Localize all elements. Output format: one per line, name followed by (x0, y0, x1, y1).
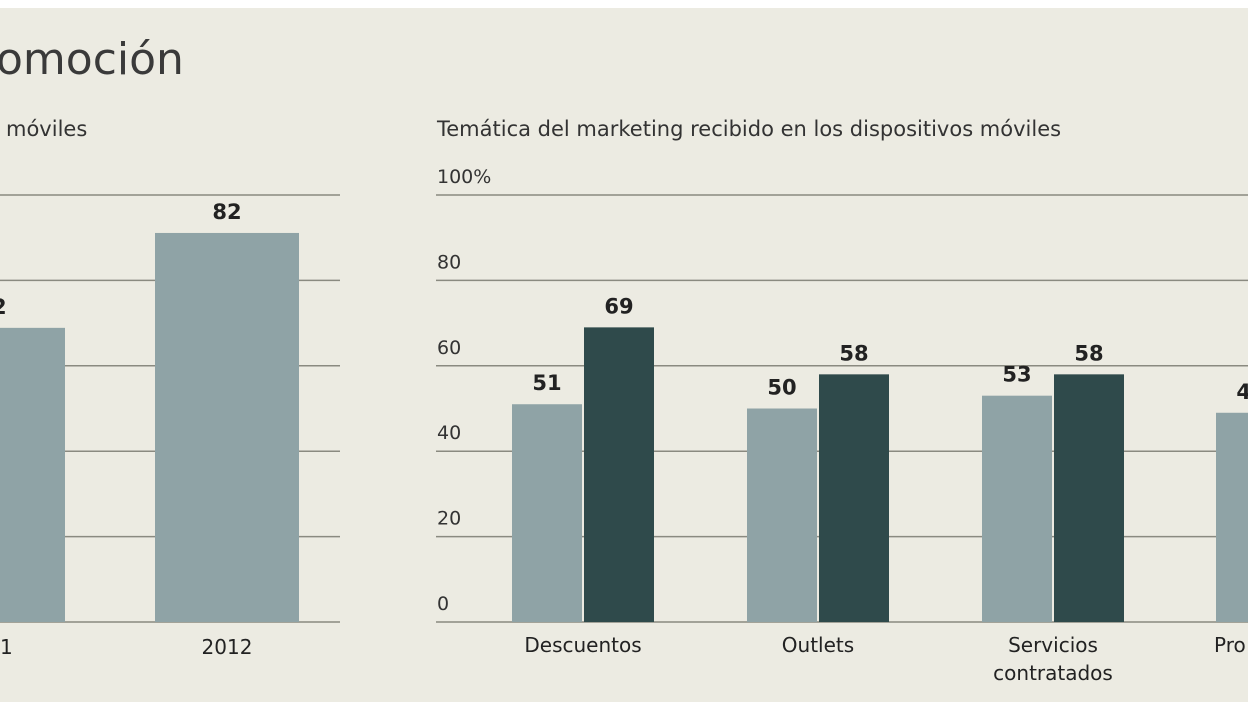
bar-1 (0, 327, 65, 622)
y-tick-label: 40 (437, 422, 461, 444)
bar (584, 327, 654, 622)
category-label: contratados (993, 661, 1113, 685)
top-border (0, 0, 1248, 8)
bar-2012 (155, 232, 299, 622)
y-tick-label: 20 (437, 508, 461, 530)
category-label: 2012 (202, 635, 253, 659)
category-label: Outlets (782, 633, 854, 657)
data-label: 69 (604, 294, 633, 318)
bar (1054, 374, 1124, 622)
y-tick-label: 60 (437, 337, 461, 359)
bar (512, 404, 582, 622)
category-label: Pro (1214, 633, 1246, 657)
y-tick-label: 0 (437, 593, 449, 615)
data-label: 51 (532, 371, 561, 395)
left-chart-subtitle: móviles (6, 117, 87, 141)
data-label: 50 (767, 376, 796, 400)
y-tick-label: 100% (437, 166, 491, 188)
data-label: 58 (839, 341, 868, 365)
category-label: Servicios (1008, 633, 1098, 657)
y-tick-label: 80 (437, 251, 461, 273)
bar (747, 408, 817, 622)
bar (982, 395, 1052, 622)
data-label: 58 (1074, 341, 1103, 365)
data-label: 45 (1236, 380, 1248, 404)
right-chart-subtitle: Temática del marketing recibido en los d… (436, 117, 1061, 141)
category-label: Descuentos (524, 633, 641, 657)
bar (819, 374, 889, 622)
data-label: 2 (0, 295, 7, 319)
bar (1216, 412, 1248, 622)
data-label: 82 (212, 200, 241, 224)
page-title: omoción (0, 34, 184, 85)
category-label: 1 (0, 635, 13, 659)
data-label: 53 (1002, 363, 1031, 387)
